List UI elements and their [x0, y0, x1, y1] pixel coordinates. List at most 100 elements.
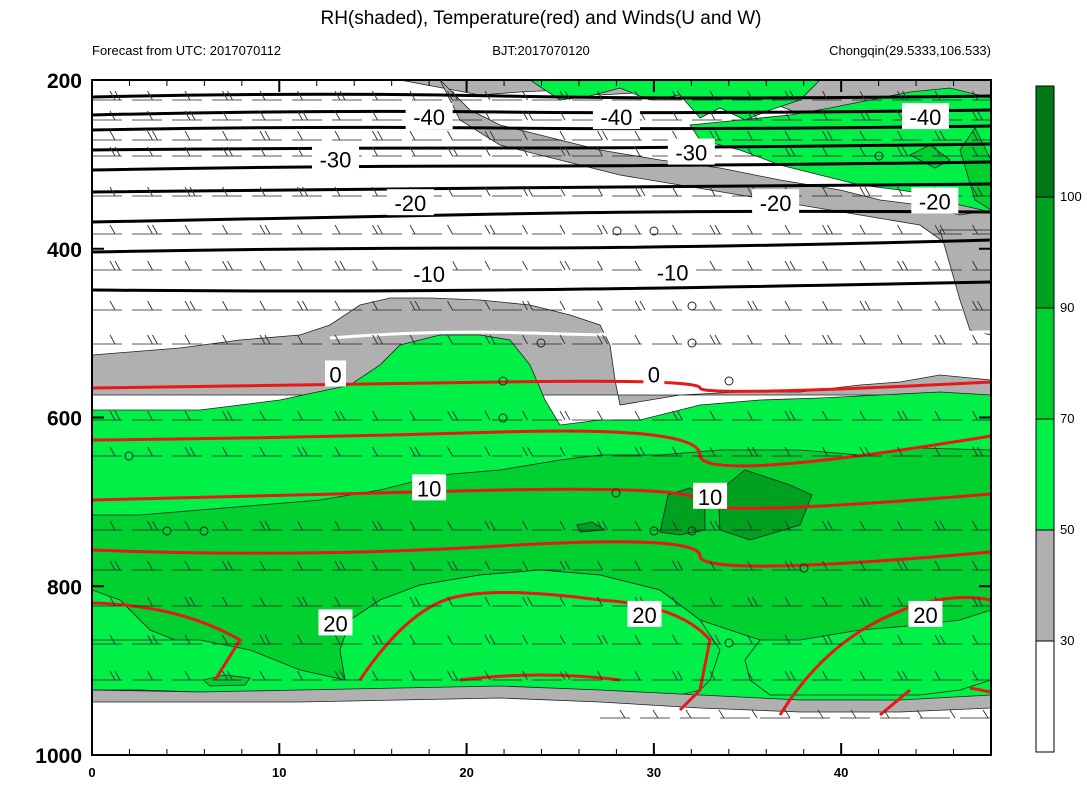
y-tick-label: 400 [47, 239, 82, 262]
wind-barb [484, 446, 491, 457]
wind-barb [784, 560, 791, 571]
isotherm-minus-25 [92, 182, 991, 194]
wind-barb [334, 224, 341, 235]
wind-barb [522, 300, 528, 311]
wind-barb-feather [939, 224, 946, 235]
wind-barb [982, 709, 989, 719]
wind-barb [784, 520, 791, 531]
colorbar-segment [1035, 85, 1055, 198]
wind-barb-feather [377, 224, 383, 235]
wind-barb [597, 90, 603, 101]
contour-label: -30 [675, 141, 707, 166]
wind-barb-feather [789, 90, 796, 101]
wind-barb [259, 634, 266, 645]
wind-barb-feather [602, 634, 608, 645]
wind-barb-feather [977, 110, 983, 121]
wind-barb [297, 410, 303, 421]
wind-barb [372, 260, 378, 271]
x-tick-label: 40 [834, 765, 848, 780]
calm-circle-7 [724, 376, 734, 386]
wind-barb [972, 224, 978, 235]
wind-barb-feather [114, 260, 121, 271]
wind-barb-feather [827, 334, 833, 345]
wind-barb [522, 410, 528, 421]
wind-barb [559, 90, 566, 101]
contour-labels: -40 -40 -40 -30 -30 -20 -20 -20 -10 -10 0 0 10 10 20 20… [311, 103, 959, 636]
wind-barb [259, 130, 266, 141]
wind-barb-feather [564, 670, 571, 681]
contour-label-bg [405, 260, 453, 287]
wind-barb [372, 334, 378, 345]
wind-barb [634, 146, 641, 157]
wind-barb [672, 130, 678, 141]
wind-barb [897, 90, 903, 101]
wind-barb [859, 224, 866, 235]
wind-barb [897, 300, 903, 311]
wind-barb [597, 670, 603, 681]
wind-barb [747, 90, 753, 101]
wind-barb [559, 410, 566, 421]
wind-barb [147, 146, 153, 157]
wind-barb [184, 446, 191, 457]
contour-label: -30 [320, 147, 352, 172]
wind-barb [747, 146, 753, 157]
calm-circle-8 [498, 413, 508, 423]
contour-label-zero: 0 [329, 362, 341, 387]
wind-barb-feather [639, 446, 646, 457]
wind-barb [897, 110, 903, 121]
wind-barb [334, 446, 341, 457]
wind-barb [447, 520, 453, 531]
wind-barb [859, 90, 866, 101]
wind-barb [747, 130, 753, 141]
wind-barb [559, 146, 566, 157]
wind-barb [559, 186, 566, 197]
wind-barb-feather [189, 446, 196, 457]
wind-barb [784, 446, 791, 457]
wind-barb [597, 560, 603, 571]
wind-barb [484, 410, 491, 421]
wind-barb [109, 224, 116, 235]
wind-barb [447, 634, 453, 645]
contour-label-red-bg [412, 474, 447, 501]
contour-label-red-bg [693, 482, 728, 509]
wind-barb [447, 224, 453, 235]
wind-barb [184, 186, 191, 197]
wind-barb [522, 446, 528, 457]
wind-barb [372, 146, 378, 157]
calm-circle-4 [536, 338, 546, 348]
wind-barb [447, 186, 453, 197]
colorbar-segment [1035, 640, 1055, 753]
wind-barb [747, 596, 753, 607]
wind-barb [109, 520, 116, 531]
wind-barb [672, 410, 678, 421]
wind-barb [672, 520, 678, 531]
wind-barb [747, 224, 753, 235]
isotherm-15 [92, 487, 991, 510]
calm-circle-3 [687, 301, 697, 311]
wind-barb [447, 596, 453, 607]
wind-barb [147, 634, 153, 645]
wind-barb [297, 334, 303, 345]
calm-circle-11 [162, 526, 172, 536]
wind-barb [822, 410, 828, 421]
colorbar-segment [1035, 529, 1055, 642]
wind-barb-feather [339, 260, 346, 271]
isotherm-minus-33 [92, 142, 991, 152]
wind-barb [859, 334, 866, 345]
wind-barb [297, 670, 303, 681]
wind-barb [747, 634, 753, 645]
wind-barb [259, 146, 266, 157]
wind-barb [634, 560, 641, 571]
wind-barb [222, 130, 228, 141]
wind-barb [934, 300, 941, 311]
wind-barb-feather [977, 596, 983, 607]
wind-barb [109, 334, 116, 345]
wind-barb-feather [264, 130, 271, 141]
wind-barb-feather [114, 670, 121, 681]
wind-barb [897, 334, 903, 345]
contour-label-bg [901, 103, 949, 130]
wind-barb [484, 634, 491, 645]
contour-label: -20 [919, 190, 951, 215]
wind-barb [372, 596, 378, 607]
wind-barb [147, 90, 153, 101]
